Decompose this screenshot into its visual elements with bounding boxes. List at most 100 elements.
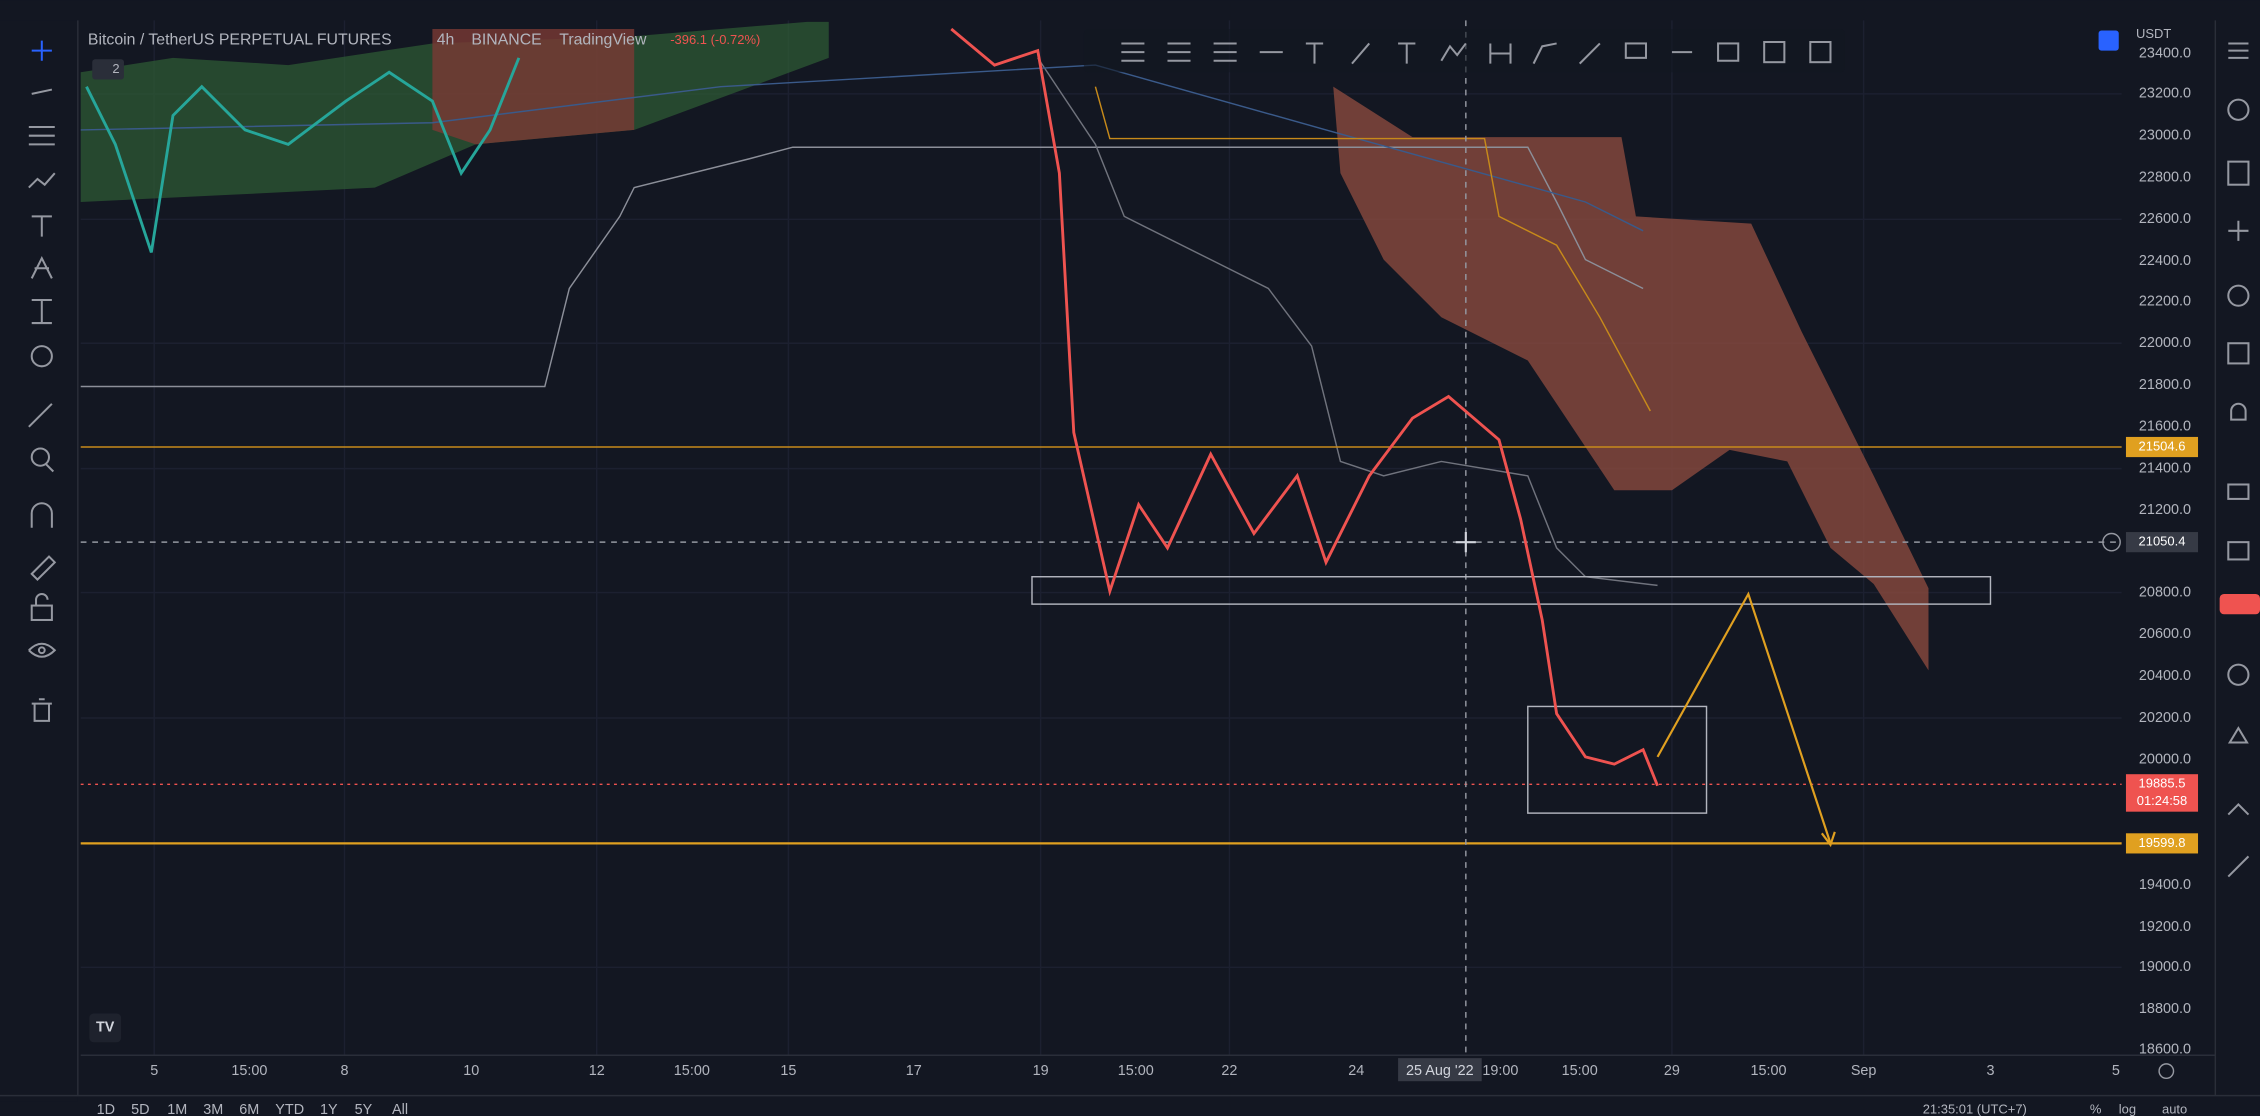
drawing-tools[interactable] — [28, 40, 57, 722]
exchange: BINANCE — [471, 32, 541, 49]
change: -396.1 (-0.72%) — [670, 32, 760, 47]
range-button[interactable]: YTD — [275, 1102, 304, 1116]
range-button[interactable]: 1M — [167, 1102, 187, 1116]
range-button[interactable]: 1Y — [320, 1102, 338, 1116]
range-button[interactable]: 5Y — [355, 1102, 373, 1116]
time-label: 22 — [1221, 1063, 1237, 1079]
price-label: 22800.0 — [2139, 169, 2191, 185]
time-label: 8 — [340, 1063, 348, 1079]
price-label: 23000.0 — [2139, 128, 2191, 144]
floating-toolbar — [1083, 29, 1845, 73]
logo-mark: TV — [96, 1020, 115, 1036]
left-toolbar — [0, 20, 78, 1102]
time-label: 17 — [906, 1063, 922, 1079]
range-buttons[interactable]: 1D 5D 1M 3M 6M YTD 1Y 5Y All — [97, 1102, 408, 1116]
add-alert[interactable] — [2102, 532, 2121, 552]
time-label: 24 — [1348, 1063, 1364, 1079]
price-label: 21800.0 — [2139, 377, 2191, 393]
price-label: 22000.0 — [2139, 335, 2191, 351]
time-label: 15:00 — [1118, 1063, 1154, 1079]
price-label: 23200.0 — [2139, 86, 2191, 102]
cursor — [1455, 532, 1476, 553]
time-label: 12 — [589, 1063, 605, 1079]
settings-icon[interactable] — [2158, 1063, 2175, 1080]
badge-bg[interactable] — [92, 59, 124, 80]
log-toggle[interactable]: log — [2119, 1101, 2136, 1116]
conversion-line — [1037, 57, 1658, 587]
currency[interactable]: USDT — [2136, 26, 2171, 41]
price-label: 20000.0 — [2139, 752, 2191, 768]
time-label: 15:00 — [1750, 1063, 1786, 1079]
indicator-badge[interactable]: 2 — [112, 61, 119, 76]
tag-bg — [2125, 436, 2199, 458]
consolidation-box — [1527, 705, 1708, 814]
compare-button[interactable] — [2098, 30, 2119, 51]
price-label: 20600.0 — [2139, 626, 2191, 642]
right-tools[interactable] — [2227, 42, 2250, 878]
projection-path — [1656, 591, 1832, 844]
logo[interactable] — [89, 1013, 122, 1043]
price-label: 21400.0 — [2139, 460, 2191, 476]
price-path — [950, 27, 1659, 787]
price-label: 20800.0 — [2139, 584, 2191, 600]
price-labels: 23400.0 23200.0 23000.0 22800.0 22600.0 … — [2139, 45, 2191, 1057]
price-label: 20400.0 — [2139, 668, 2191, 684]
range-box — [1031, 576, 1992, 605]
range-button[interactable]: 6M — [239, 1102, 259, 1116]
clock: 21:35:01 (UTC+7) — [1923, 1101, 2027, 1116]
range-button[interactable]: 5D — [131, 1102, 149, 1116]
range-button[interactable]: 3M — [203, 1102, 223, 1116]
time-label: 5 — [150, 1063, 158, 1079]
tag-bg — [2125, 774, 2199, 812]
last-price-tag: 19885.5 — [2139, 776, 2186, 791]
price-path-left — [85, 57, 521, 253]
cloud-red — [1333, 86, 1929, 671]
projection-arrow — [1820, 831, 1836, 848]
price-label: 20200.0 — [2139, 710, 2191, 726]
time-label: 15:00 — [231, 1063, 267, 1079]
interval[interactable]: 4h — [437, 32, 455, 49]
price-label: 22400.0 — [2139, 253, 2191, 269]
time-label: 10 — [463, 1063, 479, 1079]
time-label: 5 — [2112, 1063, 2120, 1079]
countdown-tag: 01:24:58 — [2137, 793, 2187, 808]
source: TradingView — [559, 32, 647, 49]
time-label: 19:00 — [1482, 1063, 1518, 1079]
price-label: 22600.0 — [2139, 211, 2191, 227]
cloud-red-left — [432, 29, 635, 145]
floating-tools[interactable] — [1121, 40, 1832, 65]
time-label: 29 — [1664, 1063, 1680, 1079]
time-label: 3 — [1986, 1063, 1994, 1079]
time-label: 15 — [780, 1063, 796, 1079]
time-tag: 25 Aug '22 — [1406, 1063, 1474, 1079]
price-label: 21600.0 — [2139, 419, 2191, 435]
price-label: 21200.0 — [2139, 502, 2191, 518]
price-label: 18600.0 — [2139, 1041, 2191, 1057]
range-button[interactable]: 1D — [97, 1102, 115, 1116]
auto-toggle[interactable]: auto — [2162, 1101, 2187, 1116]
level-low-tag: 19599.8 — [2139, 835, 2186, 850]
time-label: 15:00 — [674, 1063, 710, 1079]
crosshair-tag: 21050.4 — [2139, 534, 2186, 549]
time-tag-bg — [1398, 1058, 1482, 1082]
baseline-line — [80, 146, 1644, 388]
price-label: 23400.0 — [2139, 45, 2191, 61]
lagging-line — [1094, 86, 1651, 412]
price-label: 19200.0 — [2139, 919, 2191, 935]
time-label: 15:00 — [1562, 1063, 1598, 1079]
time-labels: 5 15:00 8 10 12 15:00 15 17 19 15:00 22 … — [150, 1063, 2120, 1079]
tag-bg — [2125, 833, 2199, 854]
alert-badge — [2219, 594, 2260, 615]
range-button[interactable]: All — [392, 1102, 408, 1116]
time-label: 19 — [1033, 1063, 1049, 1079]
price-label: 22200.0 — [2139, 293, 2191, 309]
level-high-tag: 21504.6 — [2139, 438, 2186, 453]
price-label: 18800.0 — [2139, 1001, 2191, 1017]
price-label: 19000.0 — [2139, 959, 2191, 975]
tag-bg — [2125, 532, 2199, 553]
time-label: Sep — [1851, 1063, 1877, 1079]
percent-toggle[interactable]: % — [2090, 1101, 2102, 1116]
price-label: 19400.0 — [2139, 877, 2191, 893]
symbol[interactable]: Bitcoin / TetherUS PERPETUAL FUTURES — [88, 32, 392, 49]
